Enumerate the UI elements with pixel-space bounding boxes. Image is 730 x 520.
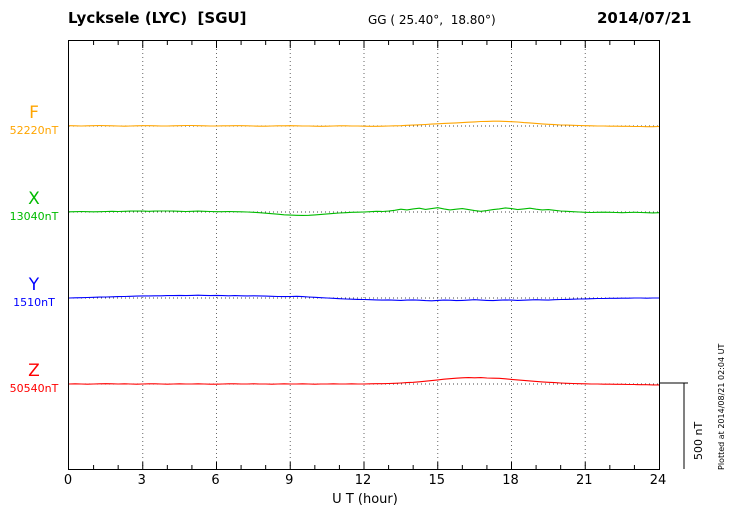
x-tick-label: 9 xyxy=(285,473,294,488)
series-label-X: X 13040nT xyxy=(6,190,62,223)
series-basevalue-X: 13040nT xyxy=(9,210,59,223)
series-letter-Z: Z xyxy=(28,361,40,381)
x-tick-label: 12 xyxy=(354,473,372,488)
series-label-F: F 52220nT xyxy=(6,104,62,137)
series-letter-Y: Y xyxy=(28,275,40,295)
plotted-at-caption: Plotted at 2014/08/21 02:04 UT xyxy=(717,343,726,470)
station-title: Lycksele (LYC) [SGU] xyxy=(68,9,247,27)
series-basevalue-F: 52220nT xyxy=(9,124,59,137)
x-tick-label: 0 xyxy=(63,473,73,488)
series-basevalue-Z: 50540nT xyxy=(9,382,59,395)
x-axis-title: U T (hour) xyxy=(332,492,398,507)
series-letter-F: F xyxy=(29,103,39,123)
plot-svg xyxy=(69,41,659,469)
series-letter-X: X xyxy=(28,189,40,209)
scale-bar-label: 500 nT xyxy=(692,421,705,460)
scale-bar xyxy=(660,382,688,469)
x-tick-label: 24 xyxy=(649,473,667,488)
x-tick-label: 6 xyxy=(211,473,220,488)
magnetogram-plot-frame xyxy=(68,40,660,470)
x-tick-label: 15 xyxy=(428,473,446,488)
x-tick-label: 18 xyxy=(502,473,519,488)
x-tick-label: 21 xyxy=(575,473,593,488)
series-basevalue-Y: 1510nT xyxy=(13,296,55,309)
plot-date: 2014/07/21 xyxy=(597,9,692,27)
x-tick-label: 3 xyxy=(137,473,146,488)
series-label-Y: Y 1510nT xyxy=(6,276,62,309)
series-label-Z: Z 50540nT xyxy=(6,362,62,395)
geographic-coords: GG ( 25.40°, 18.80°) xyxy=(368,13,496,27)
